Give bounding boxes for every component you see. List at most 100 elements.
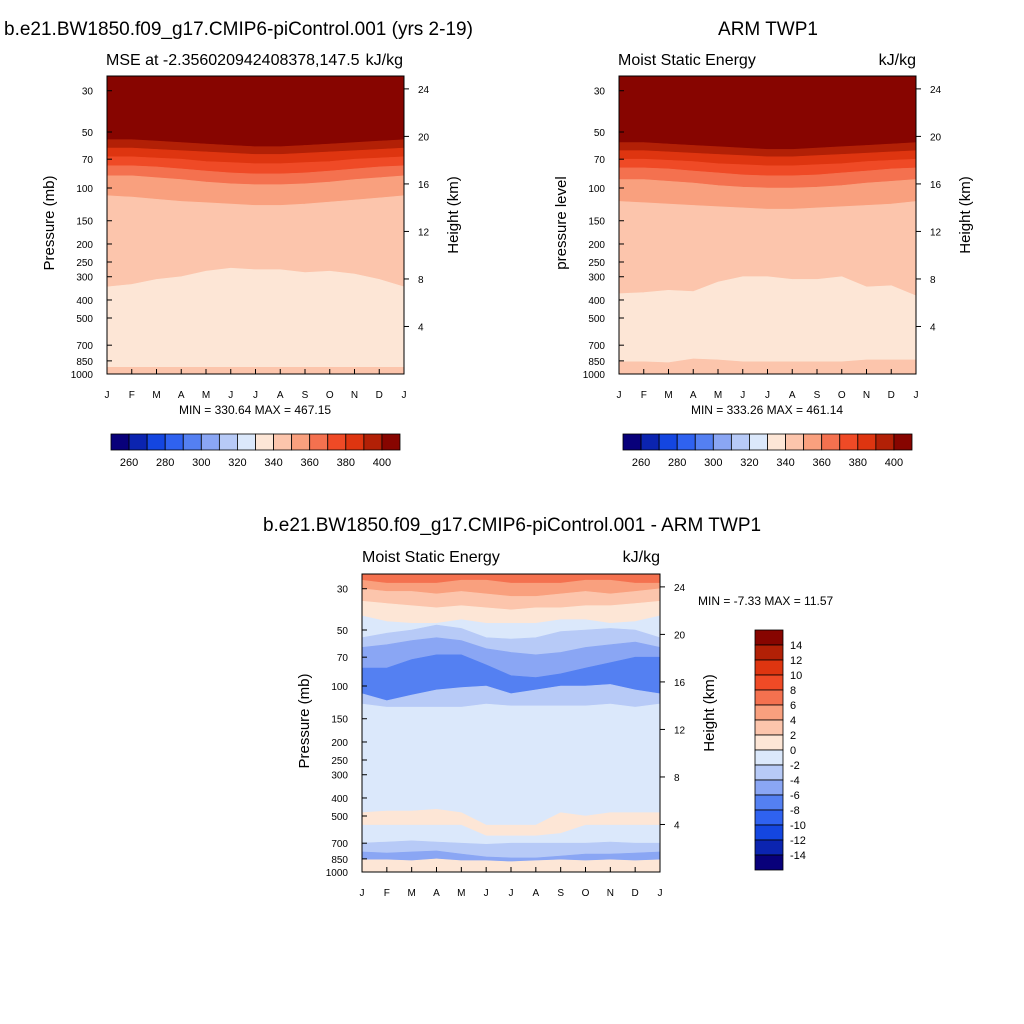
- colorbar-box-15: [754, 854, 784, 871]
- x-tick-label-12: J: [658, 888, 663, 899]
- x-tick-label-2: M: [664, 390, 672, 401]
- y-tick-label-2: 70: [594, 155, 606, 166]
- colorbar-box-3: [754, 674, 784, 691]
- x-tick-label-9: O: [838, 390, 846, 401]
- y2-tick-label-5: 4: [418, 322, 424, 333]
- colorbar-label-13: -12: [790, 835, 806, 847]
- y-tick-label-0: 30: [82, 87, 94, 98]
- colorbar-box-14: [754, 839, 784, 856]
- x-tick-label-7: A: [532, 888, 539, 899]
- y-tick-label-8: 400: [331, 794, 348, 805]
- colorbar-label-11: -8: [790, 805, 800, 817]
- colorbar-label-3: 320: [228, 457, 246, 469]
- x-tick-label-10: N: [351, 390, 358, 401]
- colorbar-label-3: 320: [740, 457, 758, 469]
- diff-panel-left-string: Moist Static Energy: [362, 549, 500, 566]
- y-tick-label-11: 850: [588, 357, 605, 368]
- x-tick-label-8: S: [302, 390, 309, 401]
- diff-contour-plot: 30 50 70 100 150 200 250 300 400 500 700 850 1000 Pre…: [296, 573, 718, 899]
- y-tick-label-6: 250: [588, 258, 605, 269]
- x-tick-label-2: M: [152, 390, 160, 401]
- colorbar-box-4: [182, 433, 202, 451]
- y-tick-label-4: 150: [588, 217, 605, 228]
- x-tick-label-1: F: [384, 888, 390, 899]
- contour-band-0: [106, 75, 405, 147]
- x-tick-label-4: M: [202, 390, 210, 401]
- y-tick-label-5: 200: [588, 240, 605, 251]
- y-tick-label-3: 100: [588, 184, 605, 195]
- colorbar-box-4: [694, 433, 714, 451]
- colorbar-box-6: [218, 433, 238, 451]
- model-panel-units: kJ/kg: [366, 52, 403, 69]
- diff-panel-minmax: MIN = -7.33 MAX = 11.57: [698, 594, 834, 608]
- colorbar-label-6: 380: [849, 457, 867, 469]
- x-tick-label-3: A: [690, 390, 697, 401]
- contour-band-7: [106, 267, 405, 368]
- obs-panel: ARM TWP1 Moist Static Energy kJ/kg 30 50 7…: [553, 19, 974, 469]
- x-tick-label-5: J: [228, 390, 233, 401]
- y-tick-label-1: 50: [594, 128, 606, 139]
- x-tick-label-4: M: [457, 888, 465, 899]
- y-tick-label-2: 70: [337, 653, 349, 664]
- x-tick-label-10: N: [863, 390, 870, 401]
- x-tick-label-1: F: [641, 390, 647, 401]
- colorbar-label-3: 8: [790, 685, 796, 697]
- y-tick-label-11: 850: [76, 357, 93, 368]
- colorbar-box-0: [754, 629, 784, 646]
- x-tick-label-11: D: [376, 390, 383, 401]
- colorbar-box-11: [821, 433, 841, 451]
- colorbar-box-6: [730, 433, 750, 451]
- obs-colorbar: 260 280 300 320 340 360 380 400: [622, 433, 913, 469]
- obs-panel-left-string: Moist Static Energy: [618, 52, 756, 69]
- model-panel-title: b.e21.BW1850.f09_g17.CMIP6-piControl.001…: [4, 19, 473, 40]
- y-tick-label-3: 100: [331, 682, 348, 693]
- colorbar-label-9: -4: [790, 775, 800, 787]
- y-tick-label-7: 300: [331, 771, 348, 782]
- colorbar-box-6: [754, 719, 784, 736]
- colorbar-label-12: -10: [790, 820, 806, 832]
- y2-tick-label-2: 16: [418, 180, 430, 191]
- colorbar-box-8: [754, 749, 784, 766]
- colorbar-label-0: 260: [632, 457, 650, 469]
- colorbar-label-0: 260: [120, 457, 138, 469]
- colorbar-box-13: [857, 433, 877, 451]
- colorbar-box-5: [200, 433, 220, 451]
- y-tick-label-10: 700: [331, 839, 348, 850]
- colorbar-box-0: [622, 433, 642, 451]
- x-tick-label-12: J: [914, 390, 919, 401]
- y-tick-label-7: 300: [76, 273, 93, 284]
- y-tick-label-3: 100: [76, 184, 93, 195]
- x-tick-label-12: J: [402, 390, 407, 401]
- y2-tick-label-0: 24: [674, 583, 686, 594]
- colorbar-label-4: 340: [264, 457, 282, 469]
- colorbar-box-11: [309, 433, 329, 451]
- colorbar-label-5: 4: [790, 715, 796, 727]
- x-tick-label-0: J: [360, 888, 365, 899]
- colorbar-label-7: 400: [373, 457, 391, 469]
- y2-tick-label-4: 8: [674, 773, 680, 784]
- colorbar-box-13: [345, 433, 365, 451]
- y-axis-label: pressure level: [553, 176, 570, 269]
- y-tick-label-10: 700: [76, 341, 93, 352]
- x-tick-label-2: M: [407, 888, 415, 899]
- colorbar-box-14: [363, 433, 383, 451]
- y-tick-label-9: 500: [76, 314, 93, 325]
- y-axis-label: Pressure (mb): [41, 175, 58, 270]
- y-tick-label-5: 200: [331, 738, 348, 749]
- y-tick-label-8: 400: [76, 296, 93, 307]
- y2-tick-label-1: 20: [418, 132, 430, 143]
- colorbar-box-7: [754, 734, 784, 751]
- colorbar-label-10: -6: [790, 790, 800, 802]
- diff-panel: b.e21.BW1850.f09_g17.CMIP6-piControl.001…: [263, 515, 834, 899]
- colorbar-box-1: [640, 433, 660, 451]
- colorbar-box-1: [754, 644, 784, 661]
- x-tick-label-11: D: [888, 390, 895, 401]
- x-tick-label-1: F: [129, 390, 135, 401]
- diff-panel-title: b.e21.BW1850.f09_g17.CMIP6-piControl.001…: [263, 515, 761, 536]
- model-panel-left-string: MSE at -2.356020942408378,147.5: [106, 52, 360, 69]
- x-tick-label-3: A: [433, 888, 440, 899]
- colorbar-box-0: [110, 433, 130, 451]
- colorbar-box-3: [676, 433, 696, 451]
- y-tick-label-12: 1000: [71, 370, 94, 381]
- y-tick-label-6: 250: [331, 756, 348, 767]
